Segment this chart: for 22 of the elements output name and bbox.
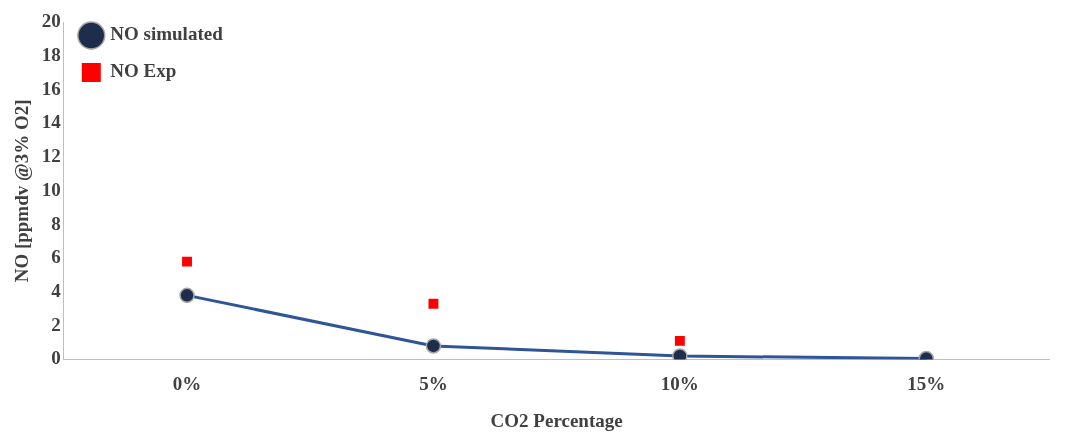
y-tick-label: 4	[51, 279, 62, 301]
legend-label: NO Exp	[110, 60, 177, 82]
y-tick-label: 18	[41, 44, 61, 66]
y-tick-label: 12	[41, 145, 61, 167]
x-axis-title: CO2 Percentage	[490, 409, 623, 431]
y-tick-label: 20	[41, 10, 61, 32]
y-tick-label: 14	[41, 111, 62, 133]
point	[428, 298, 439, 309]
point	[674, 335, 685, 346]
x-tick-label: 10%	[660, 372, 699, 394]
y-tick-label: 2	[51, 313, 61, 335]
y-tick-label: 16	[41, 77, 61, 99]
legend-label: NO simulated	[110, 23, 224, 45]
x-tick-label: 5%	[419, 372, 448, 394]
point	[182, 256, 192, 267]
y-tick-label: 6	[51, 246, 61, 268]
x-tick-label: 0%	[172, 372, 202, 394]
y-tick-label: 0	[51, 347, 61, 369]
x-tick-label: 15%	[907, 372, 946, 394]
y-tick-label: 8	[51, 212, 61, 234]
y-axis-title: NO [ppmdv @3% O2]	[11, 99, 33, 283]
y-tick-label: 10	[41, 178, 61, 200]
